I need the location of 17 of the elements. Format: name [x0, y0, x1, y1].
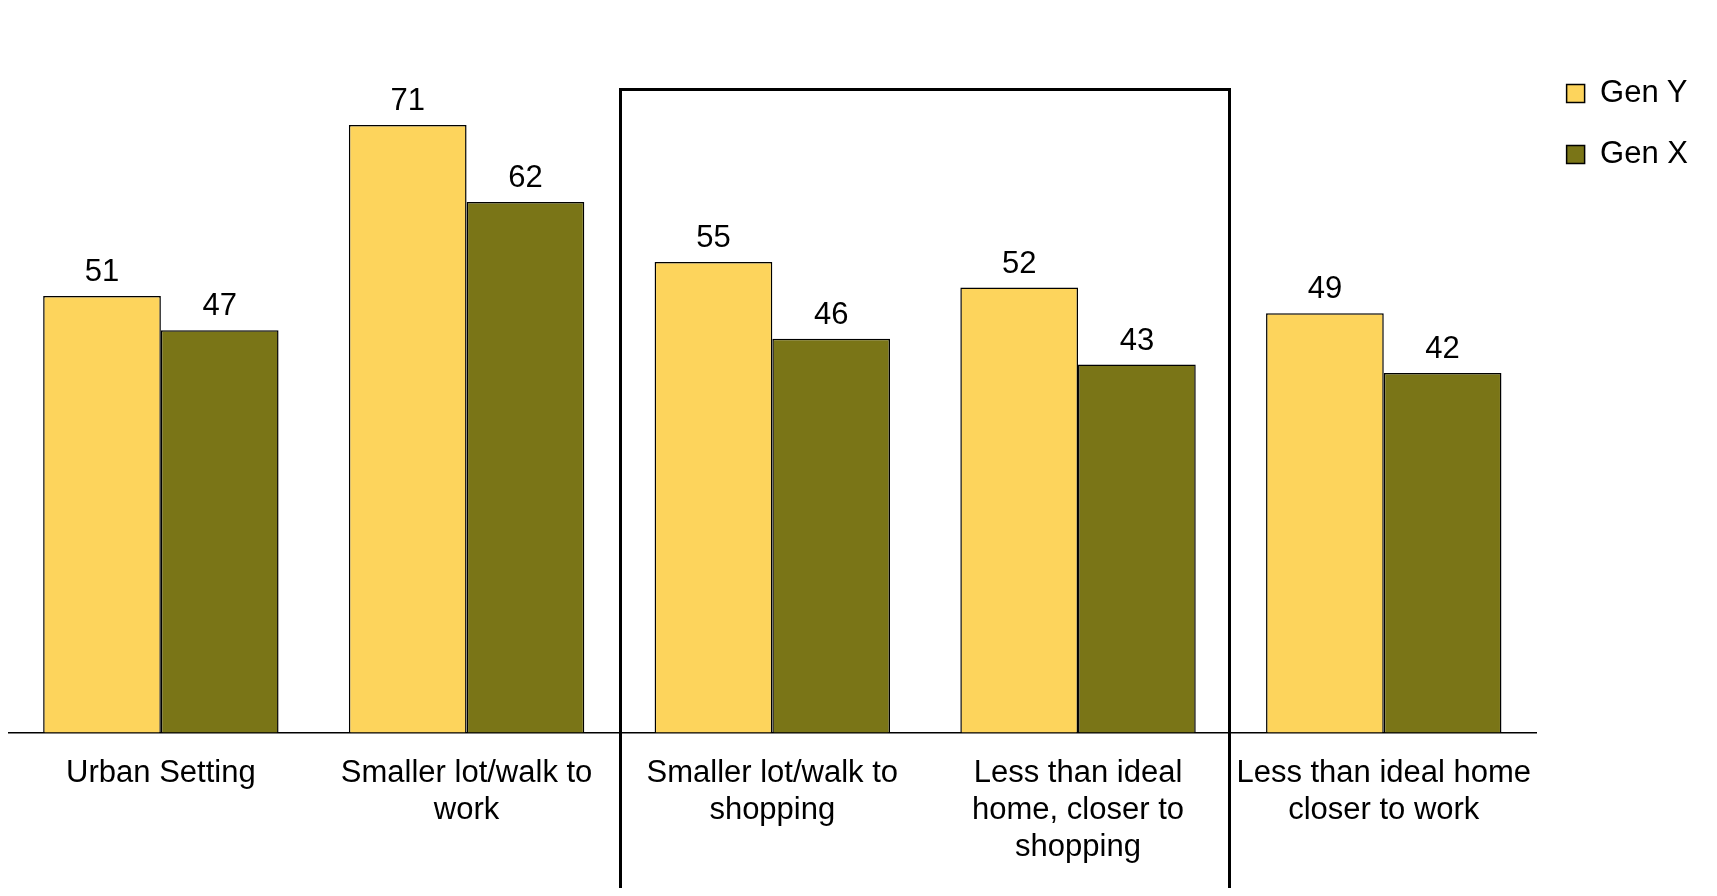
data-label: 71 [390, 82, 425, 118]
x-tick-label: Less than ideal home closer to work [1236, 753, 1532, 826]
legend-label: Gen X [1600, 135, 1689, 171]
data-label: 43 [1119, 321, 1155, 357]
data-label: 52 [1001, 244, 1037, 280]
data-label: 62 [508, 159, 543, 195]
data-label: 47 [202, 287, 237, 323]
data-label: 42 [1425, 330, 1460, 366]
data-label: 49 [1307, 270, 1343, 306]
x-tick-label: Smaller lot/walk to work [340, 753, 593, 826]
x-tick-label: Urban Setting [66, 753, 256, 789]
data-label: 51 [84, 253, 120, 289]
data-label: 46 [813, 295, 849, 331]
data-label: 55 [696, 218, 731, 254]
x-tick-label: Smaller lot/walk to shopping [646, 753, 899, 826]
legend-label: Gen Y [1600, 74, 1688, 110]
x-tick-label: Less than ideal home, closer to shopping [972, 753, 1184, 863]
